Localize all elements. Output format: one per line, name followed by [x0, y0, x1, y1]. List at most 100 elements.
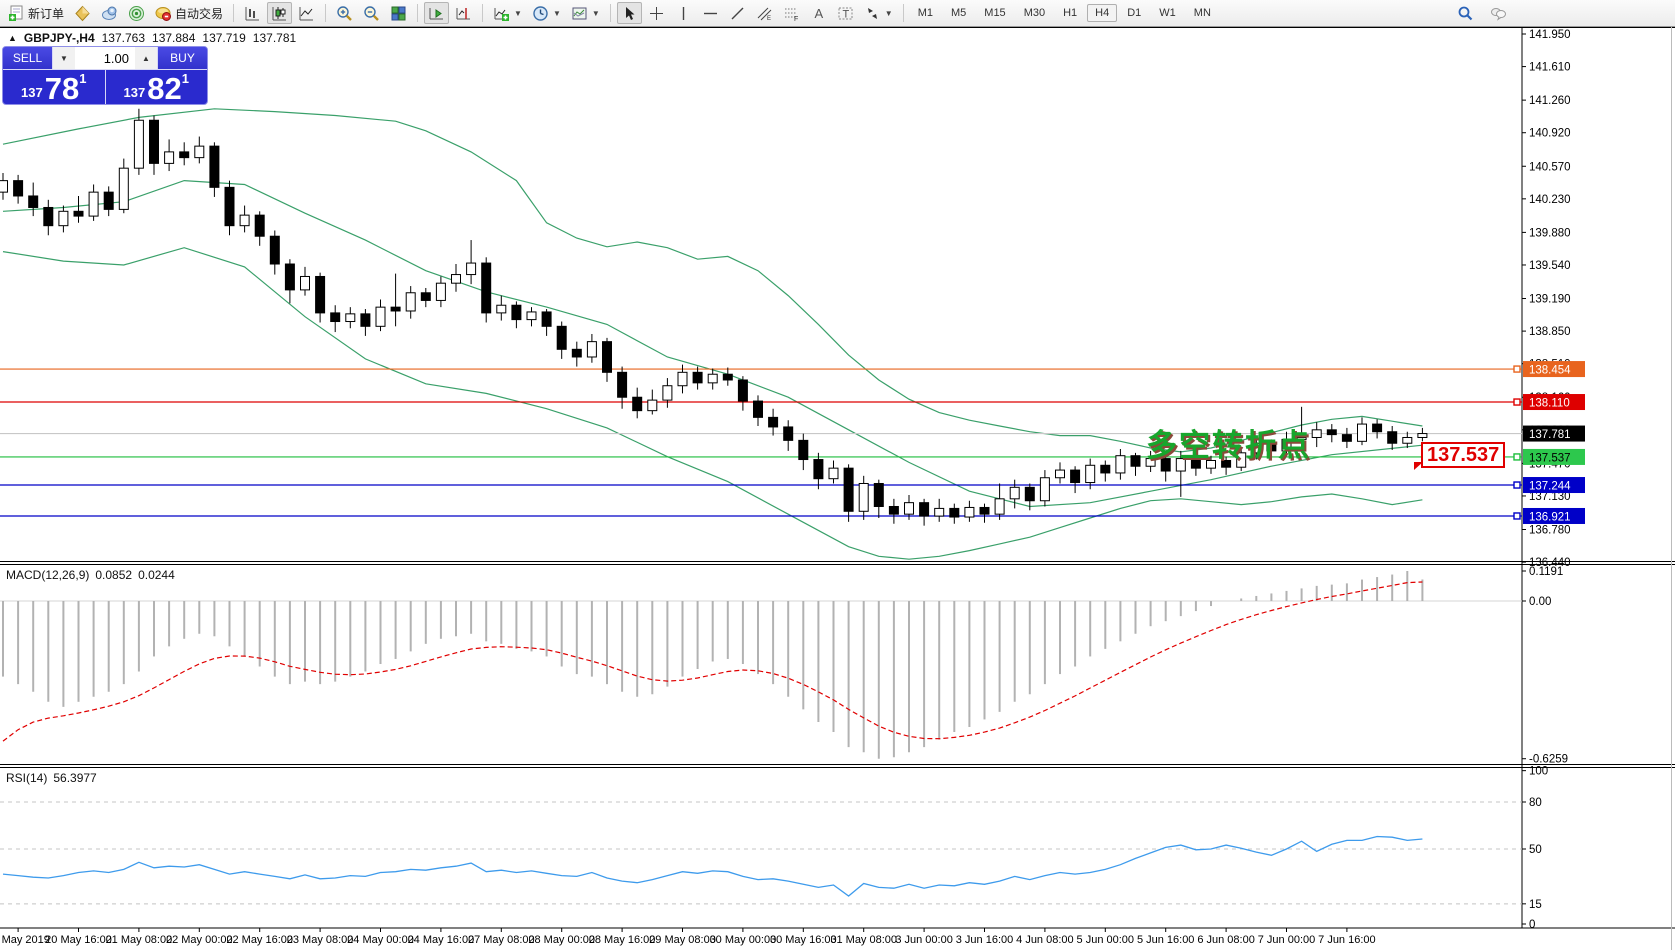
volume-decrease-button[interactable]: ▼: [53, 47, 75, 69]
macd-main-value: 0.0852: [95, 568, 133, 582]
equidistant-channel-icon: E: [756, 5, 773, 22]
text-label-icon: T: [837, 5, 854, 22]
horizontal-level-line[interactable]: 136.921: [0, 507, 1585, 524]
text-a-icon: A: [810, 5, 827, 22]
rsi-tick-label: 15: [1529, 899, 1542, 911]
candle-body: [58, 210, 69, 227]
candle-body: [164, 151, 175, 164]
horizontal-level-line[interactable]: 137.244: [0, 477, 1585, 494]
templates-button[interactable]: ▼: [567, 2, 604, 24]
indicators-button[interactable]: ▼: [489, 2, 526, 24]
rsi-name: RSI(14): [6, 771, 48, 785]
hline-tool-button[interactable]: [698, 2, 723, 24]
new-order-button[interactable]: 新订单: [4, 2, 68, 24]
arrows-tool-button[interactable]: ▼: [860, 2, 897, 24]
candle-body: [1341, 434, 1352, 442]
time-tick-label: 3 Jun 00:00: [895, 934, 953, 946]
timeframe-M1[interactable]: M1: [917, 7, 933, 19]
svg-text:T: T: [842, 8, 849, 20]
chart-shift-icon: [455, 5, 472, 22]
buy-price-display[interactable]: 137 82 1: [106, 70, 208, 104]
market-watch-button[interactable]: [70, 2, 95, 24]
candle-body: [1115, 455, 1126, 474]
candlestick-chart-button[interactable]: [267, 2, 293, 24]
timeframe-D1[interactable]: D1: [1127, 7, 1142, 19]
price-tick-label: 140.230: [1529, 194, 1571, 206]
horizontal-level-line[interactable]: 138.110: [0, 394, 1585, 411]
candle-body: [194, 145, 205, 159]
turning-point-annotation[interactable]: 多空转折点: [1146, 428, 1311, 463]
channel-tool-button[interactable]: E: [752, 2, 777, 24]
candle-body: [1326, 429, 1337, 436]
timeframe-MN[interactable]: MN: [1193, 7, 1211, 19]
candle-body: [511, 304, 522, 321]
buy-button[interactable]: BUY: [157, 47, 207, 69]
symbol-info-bar[interactable]: ▲ GBPJPY-,H4 137.763 137.884 137.719 137…: [8, 31, 296, 45]
crosshair-tool-button[interactable]: [644, 2, 669, 24]
candle-body: [768, 416, 779, 428]
trendline-tool-button[interactable]: [725, 2, 750, 24]
trendline-icon: [729, 5, 746, 22]
bollinger-upper-band: [2, 108, 1423, 453]
candle-body: [1206, 459, 1216, 469]
sell-price-prefix: 137: [21, 85, 43, 100]
candle-body: [1417, 433, 1428, 438]
fibonacci-tool-button[interactable]: F: [779, 2, 804, 24]
ohlc-close: 137.781: [252, 31, 297, 45]
text-tool-button[interactable]: A: [806, 2, 831, 24]
candle-body: [586, 341, 597, 358]
chart-area[interactable]: 141.950 141.610 141.260 140.920 140.570 140.2…: [0, 27, 1675, 950]
periods-button[interactable]: ▼: [528, 2, 565, 24]
time-tick-label: 28 May 16:00: [589, 934, 656, 946]
chat-button[interactable]: [1486, 2, 1511, 24]
label-tool-button[interactable]: T: [833, 2, 858, 24]
candle-body: [692, 371, 703, 384]
sell-price-display[interactable]: 137 78 1: [3, 70, 106, 104]
horizontal-level-line[interactable]: 138.454: [0, 361, 1585, 378]
sell-button[interactable]: SELL: [3, 47, 53, 69]
price-tick-label: 137.130: [1529, 491, 1571, 503]
line-chart-button[interactable]: [294, 2, 319, 24]
candle-body: [1160, 458, 1171, 472]
time-tick-label: 24 May 00:00: [347, 934, 414, 946]
bar-chart-icon: [244, 5, 261, 22]
timeframe-H1[interactable]: H1: [1063, 7, 1078, 19]
candle-body: [43, 206, 54, 227]
price-tag-annotation[interactable]: 137.537: [1413, 442, 1506, 470]
candle-body: [541, 311, 552, 327]
autotrading-button[interactable]: 自动交易: [151, 2, 227, 24]
timeframe-M30[interactable]: M30: [1023, 7, 1046, 19]
volume-value[interactable]: 1.00: [103, 50, 129, 66]
candle-body: [1100, 464, 1111, 474]
cursor-tool-button[interactable]: [616, 2, 642, 24]
candle-body: [88, 191, 99, 217]
timeframe-W1[interactable]: W1: [1159, 7, 1176, 19]
rsi-tick-label: 50: [1529, 844, 1542, 856]
horizontal-level-line[interactable]: 137.781: [0, 425, 1585, 442]
zoom-out-button[interactable]: [359, 2, 384, 24]
price-tick-label: 139.190: [1529, 294, 1571, 306]
timeframe-M5[interactable]: M5: [951, 7, 967, 19]
chart-shift-button[interactable]: [451, 2, 476, 24]
zoom-in-button[interactable]: [332, 2, 357, 24]
vline-tool-button[interactable]: [671, 2, 696, 24]
candle-body: [224, 186, 235, 227]
candle-body: [994, 498, 1005, 515]
navigator-button[interactable]: [97, 2, 122, 24]
search-button[interactable]: [1453, 2, 1478, 24]
collapse-panel-icon[interactable]: ▲: [8, 33, 17, 43]
volume-increase-button[interactable]: ▲: [135, 47, 157, 69]
bar-chart-button[interactable]: [240, 2, 265, 24]
candle-body: [934, 507, 945, 517]
candle-body: [1357, 423, 1367, 442]
timeframe-H4[interactable]: H4: [1087, 4, 1118, 22]
auto-scroll-button[interactable]: [424, 2, 450, 24]
timeframe-M15[interactable]: M15: [984, 7, 1006, 19]
axis-price-label-box: [1523, 394, 1585, 411]
terminal-button[interactable]: [124, 2, 149, 24]
tile-windows-button[interactable]: [386, 2, 411, 24]
autotrading-label: 自动交易: [175, 6, 224, 21]
horizontal-level-line[interactable]: 137.537: [0, 448, 1585, 465]
chat-bubbles-icon: [1490, 5, 1507, 22]
